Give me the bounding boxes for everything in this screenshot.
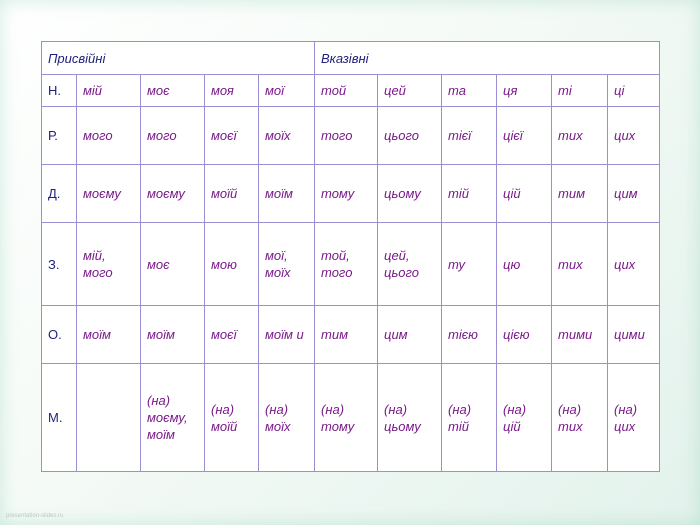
table-row: М. (на) моєму, моїм (на) моїй (на) моїх …	[41, 363, 661, 472]
watermark-text: presentation-slides.ru	[6, 513, 64, 519]
table-cell: тією	[441, 305, 498, 364]
table-cell: тій	[441, 164, 498, 223]
table-header-row: Присвійні Вказівні	[40, 41, 661, 75]
table-cell: цих	[607, 222, 661, 306]
table-cell: моїм	[76, 305, 141, 364]
table-cell: (на) цьому	[377, 363, 443, 472]
table-cell: (на) моєму, моїм	[140, 363, 205, 472]
table-cell: тому	[314, 164, 379, 223]
table-cell: того	[314, 106, 379, 165]
table-cell: мого	[140, 106, 205, 165]
table-cell: (на) цих	[607, 363, 661, 472]
table-cell: та	[441, 74, 498, 107]
table-cell: цьому	[377, 164, 443, 223]
table-row: Р. мого мого моєї моїх того цього тієї ц…	[41, 106, 661, 165]
table-cell: ця	[496, 74, 553, 107]
table-cell: ці	[607, 74, 661, 107]
case-label: О.	[41, 305, 77, 364]
table-cell: тими	[551, 305, 609, 364]
table-cell: моєму	[76, 164, 141, 223]
table-cell: мій	[76, 74, 141, 107]
table-cell: моєму	[140, 164, 205, 223]
table-cell: ті	[551, 74, 609, 107]
table-cell: той	[314, 74, 379, 107]
table-cell: мої, моїх	[257, 222, 316, 306]
table-cell: моєї	[204, 106, 259, 165]
table-cell: моїй	[204, 164, 259, 223]
table-cell: цим	[377, 305, 443, 364]
table-cell: моя	[204, 74, 259, 107]
table-cell: цього	[377, 106, 443, 165]
table-cell: цей	[377, 74, 443, 107]
table-cell: той, того	[314, 222, 379, 306]
table-cell: тим	[314, 305, 379, 364]
table-cell: цей, цього	[377, 222, 443, 306]
table-cell: тих	[551, 222, 609, 306]
table-cell: мої	[257, 74, 316, 107]
table-cell: моїх	[257, 106, 316, 165]
table-cell: цю	[496, 222, 553, 306]
table-cell: мій, мого	[76, 222, 141, 306]
table-row: З. мій, мого моє мою мої, моїх той, того…	[41, 222, 661, 306]
table-row: Д. моєму моєму моїй моїм тому цьому тій …	[41, 164, 661, 223]
table-cell	[76, 363, 141, 472]
header-possessive: Присвійні	[40, 41, 316, 75]
header-demonstrative: Вказівні	[314, 41, 661, 75]
pronoun-declension-table: Присвійні Вказівні Н. мій моє моя мої то…	[40, 41, 661, 472]
table-cell: моїм и	[257, 305, 316, 364]
table-cell: моїм	[140, 305, 205, 364]
table-cell: мого	[76, 106, 141, 165]
table-row: Н. мій моє моя мої той цей та ця ті ці	[41, 74, 661, 107]
table-cell: тим	[551, 164, 609, 223]
table-cell: тієї	[441, 106, 498, 165]
table-cell: ту	[441, 222, 498, 306]
table-cell: тих	[551, 106, 609, 165]
table-cell: (на) тій	[441, 363, 498, 472]
table-cell: цієї	[496, 106, 553, 165]
table-cell: (на) моїй	[204, 363, 259, 472]
table-cell: цією	[496, 305, 553, 364]
table-cell: моєї	[204, 305, 259, 364]
table-cell: цих	[607, 106, 661, 165]
table-cell: цим	[607, 164, 661, 223]
case-label: М.	[41, 363, 77, 472]
table-row: О. моїм моїм моєї моїм и тим цим тією ці…	[41, 305, 661, 364]
case-label: Д.	[41, 164, 77, 223]
table-cell: (на) цій	[496, 363, 553, 472]
table-cell: моїм	[257, 164, 316, 223]
table-cell: (на) моїх	[257, 363, 316, 472]
case-label: З.	[41, 222, 77, 306]
table-cell: цими	[607, 305, 661, 364]
table-cell: (на) тих	[551, 363, 609, 472]
case-label: Н.	[41, 74, 77, 107]
table-cell: моє	[140, 74, 205, 107]
table-cell: мою	[204, 222, 259, 306]
table-cell: моє	[140, 222, 205, 306]
case-label: Р.	[41, 106, 77, 165]
table-cell: (на) тому	[314, 363, 379, 472]
table-cell: цій	[496, 164, 553, 223]
